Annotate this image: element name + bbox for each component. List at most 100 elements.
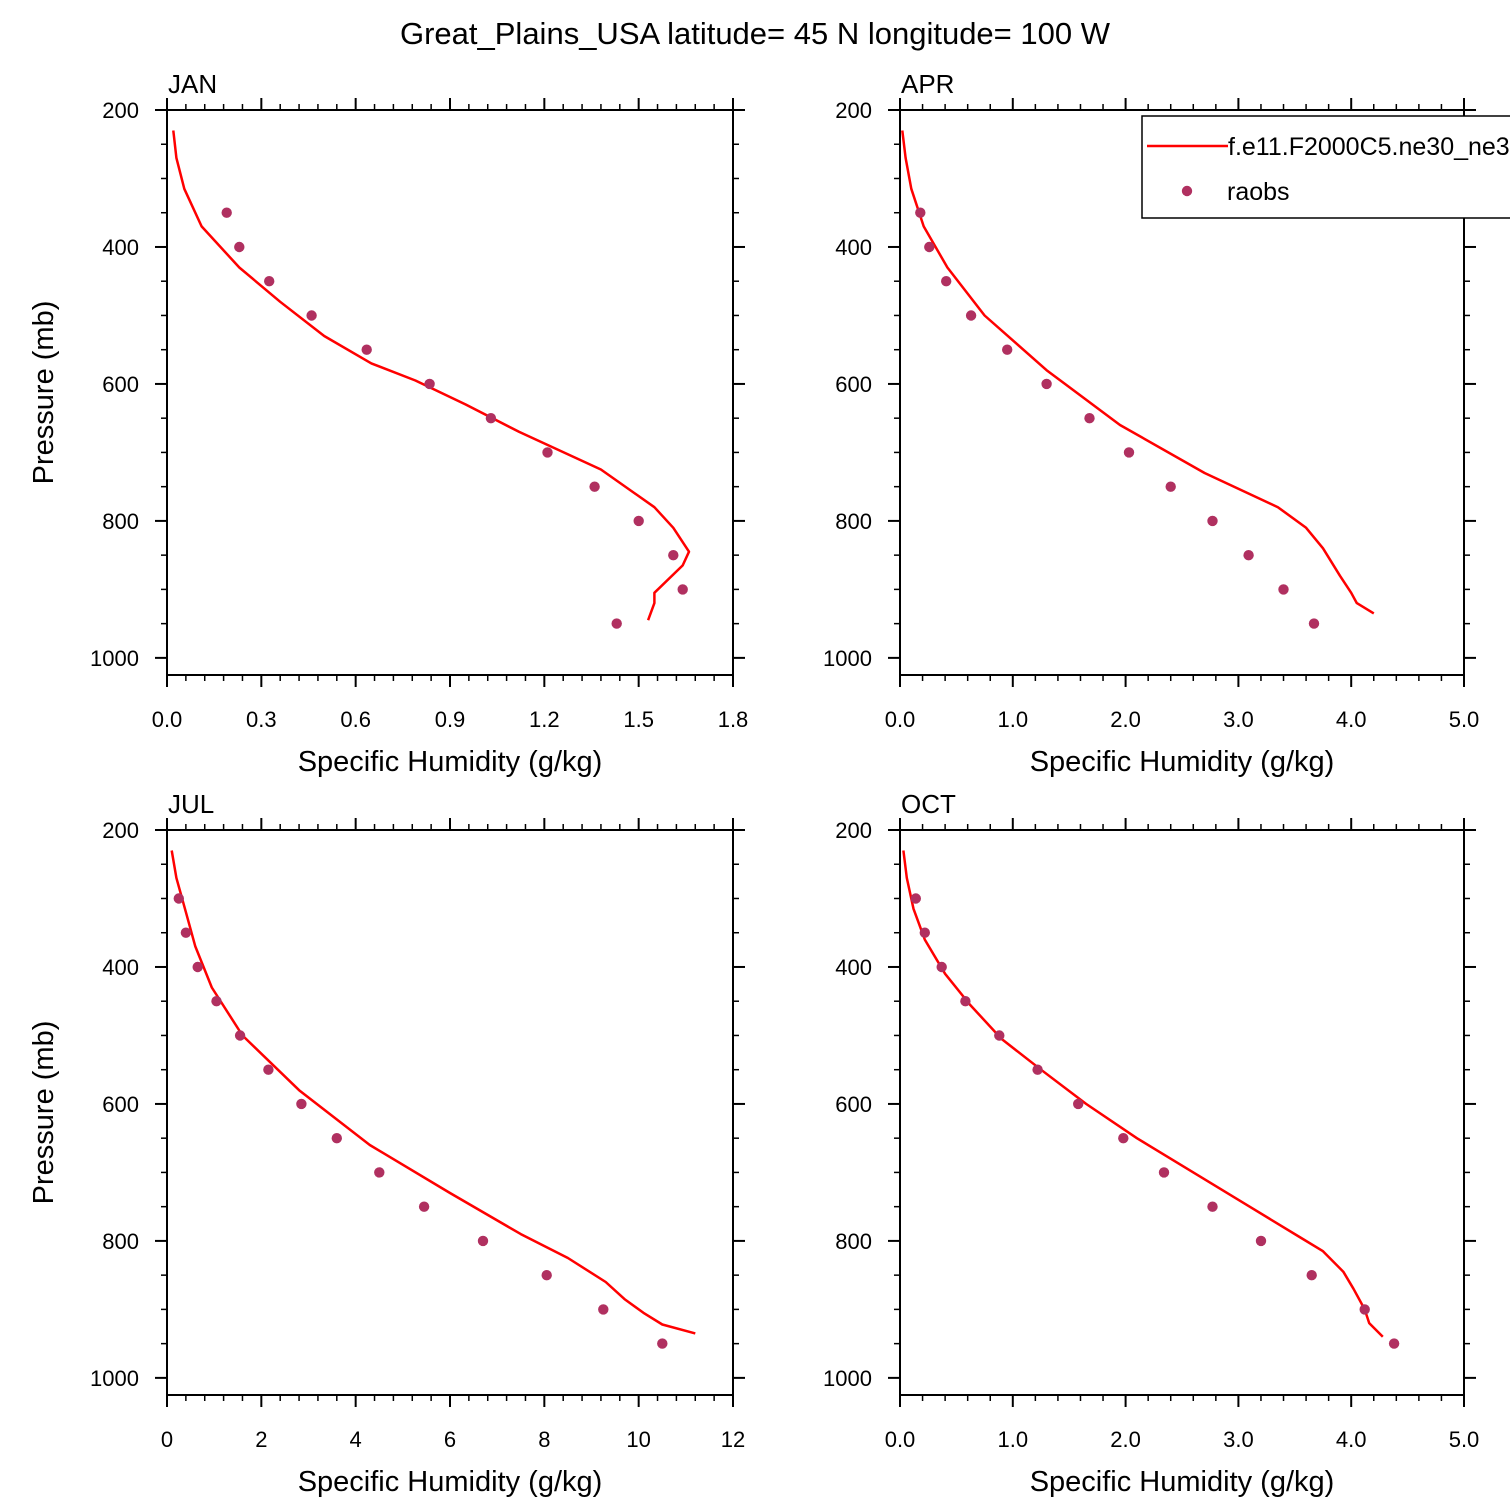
model-line-oct — [902, 850, 1384, 1338]
x-axis-title-apr: Specific Humidity (g/kg) — [1030, 746, 1335, 778]
y-tick-label-oct: 1000 — [823, 1366, 872, 1391]
x-tick-label-jul: 12 — [721, 1427, 745, 1452]
x-axis-title-jul: Specific Humidity (g/kg) — [298, 1466, 603, 1498]
raobs-point-jul-9 — [418, 1201, 430, 1212]
raobs-point-apr-7 — [1123, 447, 1135, 458]
raobs-point-oct-10 — [1255, 1235, 1267, 1247]
panel-title-apr: APR — [901, 69, 954, 99]
x-tick-label-apr: 3.0 — [1223, 707, 1254, 732]
x-axis-title-jan: Specific Humidity (g/kg) — [298, 746, 603, 778]
raobs-point-jul-2 — [192, 961, 203, 973]
y-tick-label-jan: 400 — [102, 235, 139, 260]
raobs-point-oct-1 — [919, 927, 930, 938]
raobs-point-jan-9 — [633, 515, 644, 527]
y-tick-label-apr: 1000 — [823, 646, 872, 671]
x-axis-title-oct: Specific Humidity (g/kg) — [1030, 1466, 1335, 1498]
raobs-point-jul-1 — [180, 927, 192, 938]
x-tick-label-apr: 5.0 — [1449, 707, 1480, 732]
x-tick-label-jan: 1.5 — [623, 707, 654, 732]
x-tick-label-jan: 0.9 — [435, 707, 466, 732]
raobs-point-jul-8 — [374, 1167, 385, 1178]
panel-apr: APR 0.0 1.0 2.0 3.0 4.0 5.0 200 400 600 800 1000 Spe… — [823, 69, 1479, 778]
raobs-point-jan-5 — [424, 378, 435, 390]
y-tick-label-jul: 600 — [102, 1092, 139, 1117]
y-tick-label-oct: 600 — [835, 1092, 872, 1117]
raobs-point-jan-0 — [221, 207, 232, 218]
raobs-point-apr-1 — [924, 241, 935, 253]
model-line-apr — [901, 130, 1375, 615]
raobs-point-jan-10 — [668, 550, 679, 561]
raobs-point-oct-0 — [910, 893, 921, 904]
raobs-point-oct-8 — [1158, 1167, 1170, 1178]
x-tick-label-oct: 3.0 — [1223, 1427, 1254, 1452]
raobs-point-oct-3 — [960, 996, 971, 1007]
raobs-point-apr-5 — [1041, 378, 1052, 390]
y-axis-title-jan: Pressure (mb) — [28, 301, 60, 485]
raobs-point-apr-0 — [915, 207, 926, 218]
raobs-point-jan-1 — [234, 241, 245, 253]
raobs-point-oct-7 — [1118, 1133, 1129, 1144]
raobs-point-jan-3 — [306, 310, 317, 321]
legend-box — [1141, 115, 1510, 219]
y-tick-label-jan: 200 — [102, 98, 139, 123]
raobs-point-oct-5 — [1032, 1064, 1043, 1075]
panel-oct: OCT 0.0 1.0 2.0 3.0 4.0 5.0 200 400 600 800 1000 Spe… — [823, 789, 1479, 1498]
raobs-point-apr-2 — [941, 276, 952, 287]
x-tick-label-jan: 0.3 — [246, 707, 277, 732]
plot-frame-oct — [899, 829, 1465, 1396]
raobs-point-jul-6 — [296, 1098, 307, 1110]
panel-jan: JAN 0.0 0.3 0.6 0.9 1.2 1.5 1.8 200 400 600 800 1000… — [28, 69, 748, 778]
raobs-point-jul-11 — [541, 1270, 552, 1281]
raobs-point-oct-6 — [1073, 1098, 1084, 1110]
raobs-point-jan-11 — [677, 584, 688, 595]
x-tick-label-apr: 2.0 — [1110, 707, 1141, 732]
raobs-point-apr-8 — [1165, 481, 1176, 492]
figure-title: Great_Plains_USA latitude= 45 N longitud… — [400, 16, 1111, 51]
raobs-point-apr-4 — [1002, 344, 1013, 355]
model-line-jul — [170, 850, 696, 1335]
raobs-point-oct-12 — [1359, 1304, 1370, 1315]
model-line-jan — [172, 130, 691, 621]
y-tick-label-apr: 600 — [835, 372, 872, 397]
x-tick-label-jan: 0.0 — [152, 707, 183, 732]
x-tick-label-oct: 2.0 — [1110, 1427, 1141, 1452]
raobs-point-apr-12 — [1308, 618, 1320, 629]
y-tick-label-jul: 400 — [102, 955, 139, 980]
y-tick-label-jan: 800 — [102, 509, 139, 534]
x-tick-label-jan: 0.6 — [340, 707, 371, 732]
legend-model-label: f.e11.F2000C5.ne30_ne30 — [1228, 133, 1510, 161]
y-axis-title-jul: Pressure (mb) — [28, 1021, 60, 1205]
x-tick-label-jul: 10 — [626, 1427, 650, 1452]
plot-frame-jul — [166, 829, 734, 1396]
raobs-point-jul-5 — [263, 1064, 274, 1075]
plot-frame-apr — [899, 109, 1465, 676]
x-tick-label-jul: 8 — [538, 1427, 550, 1452]
x-tick-label-jul: 4 — [350, 1427, 362, 1452]
legend-raobs-marker-swatch — [1181, 185, 1193, 197]
y-tick-label-oct: 800 — [835, 1229, 872, 1254]
x-tick-label-oct: 5.0 — [1449, 1427, 1480, 1452]
raobs-point-oct-2 — [936, 961, 947, 973]
y-tick-label-apr: 200 — [835, 98, 872, 123]
raobs-point-jan-2 — [264, 276, 275, 287]
x-tick-label-jul: 6 — [444, 1427, 456, 1452]
x-tick-label-apr: 4.0 — [1336, 707, 1367, 732]
y-tick-label-jan: 1000 — [90, 646, 139, 671]
y-tick-label-oct: 400 — [835, 955, 872, 980]
y-tick-label-jul: 200 — [102, 818, 139, 843]
raobs-point-apr-10 — [1243, 550, 1254, 561]
x-tick-label-apr: 0.0 — [885, 707, 916, 732]
raobs-point-apr-9 — [1207, 515, 1218, 527]
raobs-point-oct-9 — [1207, 1201, 1218, 1212]
y-tick-label-oct: 200 — [835, 818, 872, 843]
legend-raobs-label: raobs — [1227, 178, 1290, 206]
x-tick-label-oct: 4.0 — [1336, 1427, 1367, 1452]
raobs-point-oct-11 — [1306, 1270, 1317, 1281]
x-tick-label-apr: 1.0 — [998, 707, 1029, 732]
x-tick-label-jul: 2 — [255, 1427, 267, 1452]
raobs-point-jan-6 — [485, 413, 497, 424]
x-tick-label-jan: 1.2 — [529, 707, 560, 732]
